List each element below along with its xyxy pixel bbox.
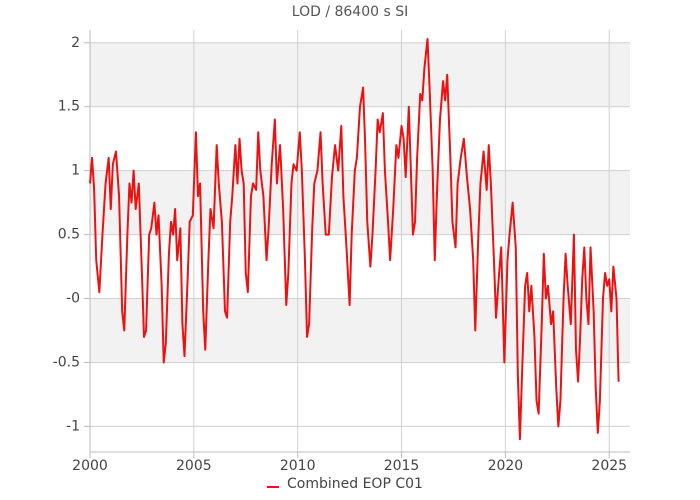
y-tick-label: 1.5 — [58, 99, 80, 115]
x-tick-label: 2010 — [280, 458, 316, 474]
y-tick-label: 0.5 — [58, 227, 80, 243]
x-tick-label: 2000 — [72, 458, 108, 474]
y-tick-label: 2 — [71, 35, 80, 51]
x-tick-label: 2015 — [384, 458, 420, 474]
chart-title: LOD / 86400 s SI — [292, 4, 408, 20]
y-tick-label: 1 — [71, 163, 80, 179]
y-tick-label: -0 — [66, 291, 80, 307]
x-tick-label: 2005 — [176, 458, 212, 474]
y-tick-label: -0.5 — [53, 354, 80, 370]
y-tick-label: -1 — [66, 418, 80, 434]
grid-band — [90, 170, 630, 235]
x-tick-label: 2020 — [488, 458, 524, 474]
x-tick-label: 2025 — [591, 458, 627, 474]
legend-label: Combined EOP C01 — [287, 476, 423, 492]
data-line — [89, 37, 620, 441]
grid-band — [90, 42, 630, 107]
